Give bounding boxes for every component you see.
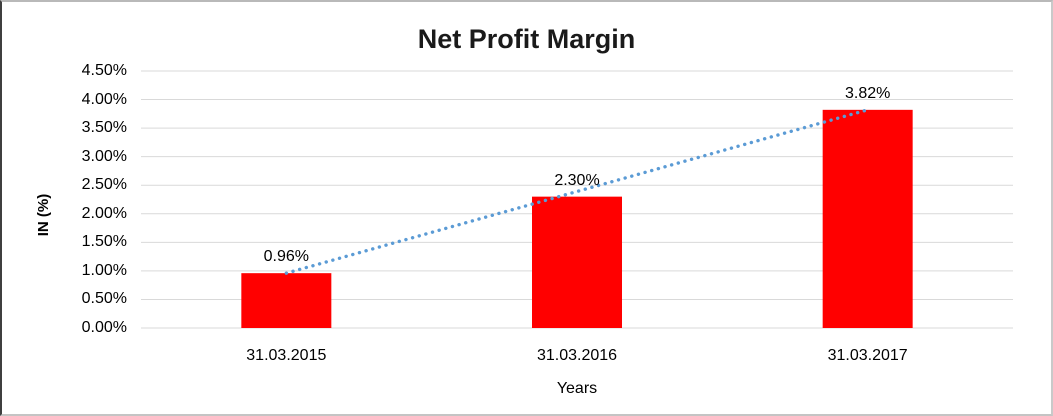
- y-tick-label: 4.00%: [81, 90, 127, 108]
- bar: [241, 273, 332, 328]
- data-label: 0.96%: [263, 248, 310, 266]
- data-label: 3.82%: [844, 84, 891, 102]
- y-tick-label: 0.50%: [81, 290, 127, 308]
- y-tick-label: 2.00%: [81, 204, 127, 222]
- trendline: [284, 108, 870, 275]
- y-tick-label: 1.00%: [81, 261, 127, 279]
- y-tick-label: 3.50%: [81, 119, 127, 137]
- bar: [822, 109, 913, 328]
- x-tick-label: 31.03.2017: [827, 347, 908, 364]
- chart-title: Net Profit Margin: [417, 24, 636, 54]
- y-tick-label: 2.50%: [81, 176, 127, 194]
- data-label: 2.30%: [554, 171, 600, 189]
- y-tick-label: 3.00%: [81, 147, 127, 165]
- x-tick-label: 31.03.2015: [246, 347, 327, 364]
- y-tick-label: 0.00%: [81, 319, 127, 336]
- x-tick-label: 31.03.2016: [536, 347, 618, 364]
- x-axis-title: Years: [556, 380, 598, 397]
- y-tick-label: 1.50%: [81, 233, 127, 251]
- bar: [532, 196, 622, 328]
- y-tick-label: 4.50%: [81, 62, 127, 79]
